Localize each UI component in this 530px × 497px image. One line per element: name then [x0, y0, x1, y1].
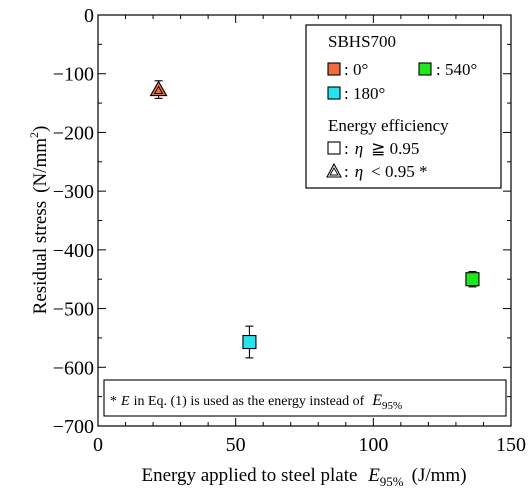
legend-label-540deg: : 540°: [436, 60, 477, 79]
data-point-square: [465, 272, 480, 287]
y-tick-labels: 0 −100 −200 −300 −400 −500 −600 −700: [53, 5, 94, 438]
legend-swatch-540deg: [418, 62, 432, 76]
y-tick-label: −100: [53, 64, 94, 86]
legend-triangle-marker: [326, 162, 342, 178]
legend-label-0deg: : 0°: [344, 60, 368, 79]
legend-label-eff-high: : η ≧ 0.95: [344, 139, 419, 158]
legend-label-eff-low: : η < 0.95 *: [344, 162, 428, 181]
y-tick-label: −400: [53, 240, 94, 262]
data-point-triangle: [149, 80, 168, 97]
x-tick-label: 50: [226, 434, 246, 456]
y-tick-label: −300: [53, 181, 94, 203]
y-tick-label: −200: [53, 122, 94, 144]
legend-frame: [305, 24, 502, 189]
x-tick-labels: 0 50 100 150: [93, 434, 526, 456]
data-points: [149, 80, 480, 359]
y-tick-label: −500: [53, 299, 94, 321]
axis-ticks: [97, 14, 512, 427]
x-tick-label: 100: [358, 434, 388, 456]
y-axis-label: Residual stress(N/mm2): [27, 126, 51, 315]
legend-label-180deg: : 180°: [344, 84, 385, 103]
y-tick-label: −700: [53, 416, 94, 438]
y-tick-label: 0: [84, 5, 94, 27]
legend-swatch-0deg: [327, 62, 341, 76]
annotation-frame: [103, 379, 507, 417]
legend-subtitle: Energy efficiency: [328, 116, 449, 135]
legend-square-marker: [327, 141, 341, 155]
data-point-triangle-inner: [153, 85, 164, 95]
legend-title: SBHS700: [328, 32, 396, 51]
y-tick-label: −600: [53, 357, 94, 379]
data-point-square: [242, 334, 257, 350]
x-tick-label: 150: [496, 434, 526, 456]
legend-swatch-180deg: [327, 86, 341, 100]
x-tick-label: 0: [93, 434, 103, 456]
x-axis-label: Energy applied to steel plate E95% (J/mm): [141, 465, 466, 489]
legend: SBHS700 : 0° : 540° : 180° Energy effici…: [305, 24, 502, 189]
